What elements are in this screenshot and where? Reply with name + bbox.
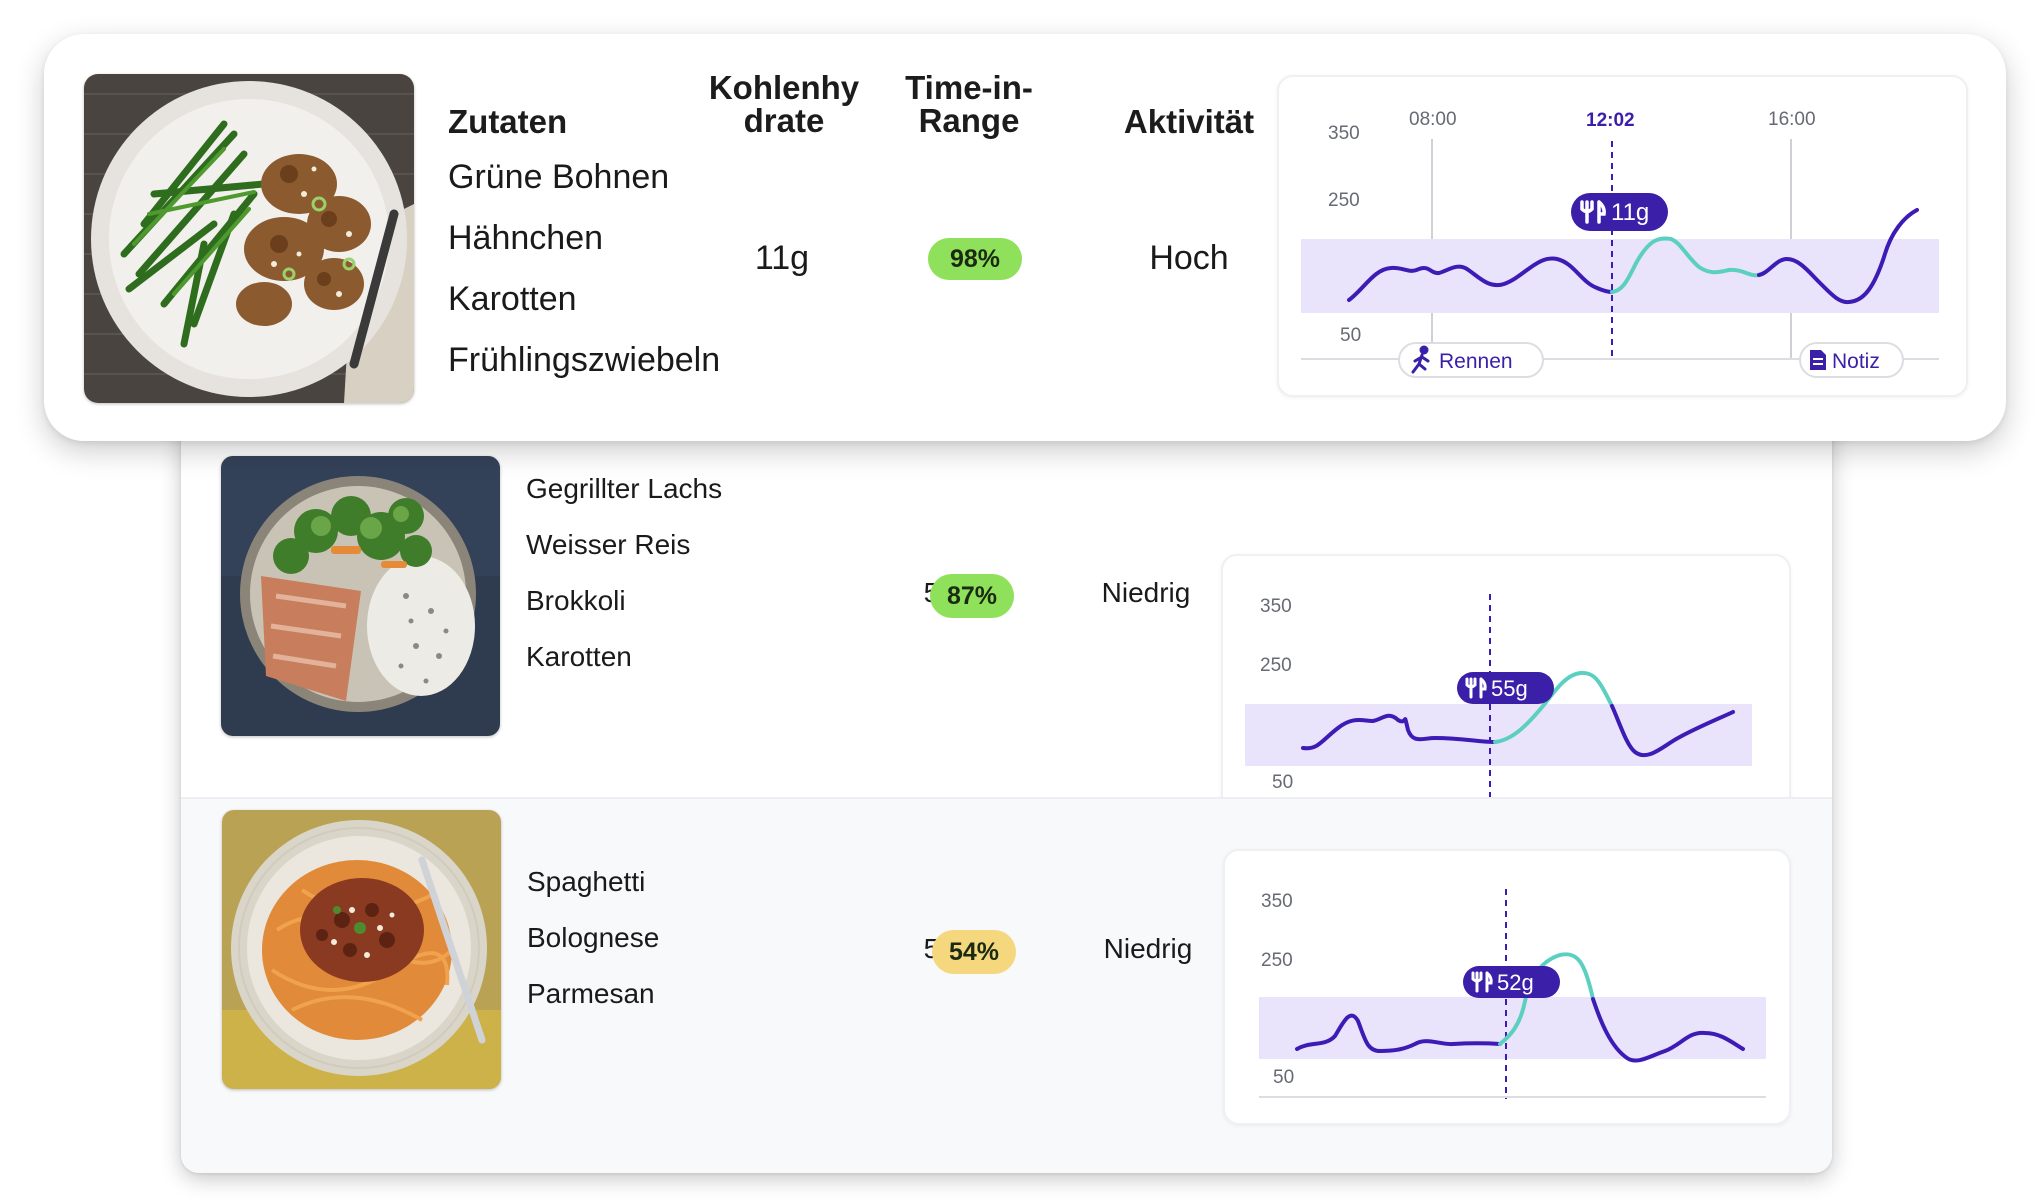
ingredient: Bolognese bbox=[527, 922, 660, 953]
fork-knife-icon bbox=[1580, 200, 1606, 224]
ingredient-list: Gegrillter Lachs Weisser Reis Brokkoli K… bbox=[526, 461, 722, 685]
event-label: Notiz bbox=[1832, 350, 1880, 373]
glucose-chart-svg: 350 250 150 50 55g bbox=[1245, 594, 1752, 802]
target-range-band bbox=[1245, 704, 1752, 766]
y-tick-label: 350 bbox=[1328, 123, 1360, 144]
column-header-activity: Aktivität bbox=[1123, 103, 1255, 140]
glucose-line bbox=[1610, 704, 1735, 758]
glucose-chart-salmon[interactable]: 350 250 150 50 55g bbox=[1221, 554, 1791, 830]
ingredient-list: Grüne Bohnen Hähnchen Karotten Frühlings… bbox=[448, 147, 720, 391]
x-tick-label: 08:00 bbox=[1409, 109, 1457, 130]
ingredient: Weisser Reis bbox=[526, 529, 691, 560]
y-tick-label: 250 bbox=[1328, 190, 1360, 211]
target-range-band bbox=[1301, 239, 1939, 313]
glucose-chart-green-beans[interactable]: 350 250 150 50 08:00 12:02 16:00 11g bbox=[1277, 75, 1968, 397]
ingredient: Hähnchen bbox=[448, 219, 604, 257]
x-tick-label-current: 12:02 bbox=[1586, 110, 1635, 131]
y-tick-label: 350 bbox=[1261, 891, 1293, 912]
fork-knife-icon bbox=[1471, 971, 1493, 993]
y-tick-label: 250 bbox=[1261, 950, 1293, 971]
ingredient: Karotten bbox=[526, 641, 632, 672]
highlighted-meal-card[interactable]: Zutaten Kohlenhy drate Time-in-Range Akt… bbox=[44, 34, 2006, 441]
meal-photo-green-beans bbox=[84, 74, 414, 403]
glucose-chart-spaghetti[interactable]: 350 250 150 50 52g bbox=[1223, 849, 1791, 1125]
meal-photo-salmon bbox=[221, 456, 500, 736]
glucose-line bbox=[1301, 713, 1497, 751]
tir-badge: 54% bbox=[932, 930, 1016, 974]
meal-badge-label: 11g bbox=[1611, 199, 1649, 226]
target-range-band bbox=[1259, 997, 1766, 1059]
salmon-plate-image bbox=[221, 456, 500, 736]
column-header-time-in-range: Time-in-Range bbox=[905, 69, 1033, 139]
ingredient: Gegrillter Lachs bbox=[526, 473, 723, 504]
meal-photo-spaghetti bbox=[222, 810, 501, 1089]
event-pill-note[interactable]: Notiz bbox=[1799, 342, 1904, 378]
glucose-line bbox=[1591, 997, 1745, 1063]
meal-badge[interactable]: 55g bbox=[1457, 672, 1554, 704]
ingredient: Spaghetti bbox=[527, 866, 646, 897]
meal-badge[interactable]: 11g bbox=[1571, 193, 1668, 231]
y-tick-label: 50 bbox=[1273, 1067, 1294, 1088]
column-header-ingredients: Zutaten bbox=[448, 103, 568, 140]
glucose-line bbox=[1347, 256, 1614, 302]
fork-knife-icon bbox=[1465, 677, 1487, 699]
x-tick-label: 16:00 bbox=[1768, 109, 1816, 130]
carbs-value: 11g bbox=[754, 239, 810, 277]
glucose-line-meal bbox=[1493, 670, 1614, 744]
ingredient: Parmesan bbox=[527, 978, 655, 1009]
y-tick-label: 50 bbox=[1340, 325, 1361, 346]
meal-badge[interactable]: 52g bbox=[1463, 966, 1560, 998]
activity-value: Niedrig bbox=[1103, 933, 1193, 964]
activity-value: Niedrig bbox=[1101, 577, 1191, 608]
y-tick-label: 350 bbox=[1260, 596, 1292, 617]
y-tick-label: 250 bbox=[1260, 655, 1292, 676]
meal-badge-label: 55g bbox=[1491, 676, 1528, 701]
column-header-carbs: Kohlenhy drate bbox=[708, 69, 860, 139]
meal-badge-label: 52g bbox=[1497, 970, 1534, 995]
green-beans-plate-image bbox=[84, 74, 414, 403]
running-icon bbox=[1411, 345, 1430, 374]
spaghetti-plate-image bbox=[222, 810, 501, 1089]
tir-badge: 98% bbox=[928, 238, 1022, 280]
activity-value: Hoch bbox=[1149, 239, 1229, 277]
glucose-line-meal bbox=[1610, 236, 1761, 294]
ingredient-list: Spaghetti Bolognese Parmesan bbox=[527, 854, 659, 1022]
ingredient: Karotten bbox=[448, 280, 577, 318]
glucose-chart-svg: 350 250 150 50 52g bbox=[1259, 889, 1766, 1099]
ingredient: Frühlingszwiebeln bbox=[448, 341, 721, 379]
meal-row[interactable]: Spaghetti Bolognese Parmesan 52g 54% Nie… bbox=[181, 797, 1832, 1173]
glucose-line bbox=[1295, 1013, 1502, 1054]
meal-list-card: Gegrillter Lachs Weisser Reis Brokkoli K… bbox=[181, 360, 1832, 1173]
event-pill-running[interactable]: Rennen bbox=[1398, 342, 1544, 378]
y-tick-label: 50 bbox=[1272, 772, 1293, 793]
glucose-line bbox=[1757, 208, 1919, 305]
ingredient: Brokkoli bbox=[526, 585, 626, 616]
event-label: Rennen bbox=[1439, 350, 1513, 373]
ingredient: Grüne Bohnen bbox=[448, 158, 670, 196]
glucose-chart-svg: 350 250 150 50 08:00 12:02 16:00 11g bbox=[1301, 109, 1939, 378]
tir-badge: 87% bbox=[930, 574, 1014, 618]
meal-row[interactable]: Gegrillter Lachs Weisser Reis Brokkoli K… bbox=[181, 440, 1832, 830]
note-icon bbox=[1810, 350, 1826, 370]
